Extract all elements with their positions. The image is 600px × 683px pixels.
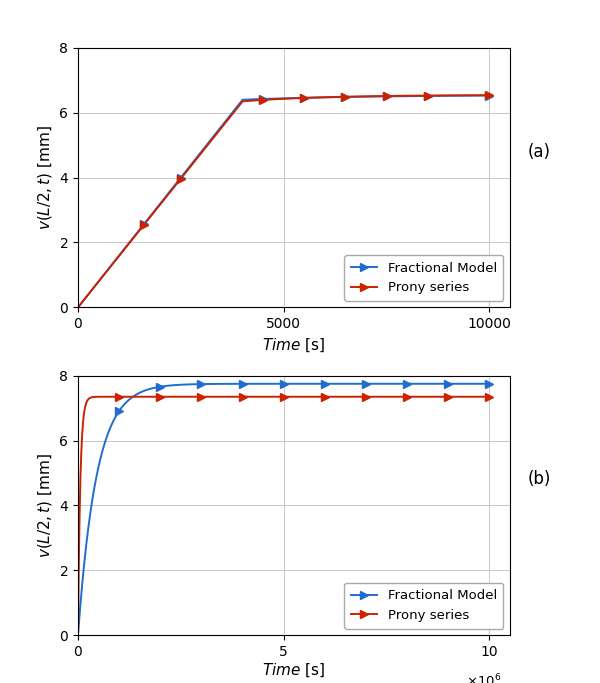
Text: (b): (b): [527, 471, 551, 488]
Y-axis label: $v(L/2,t)$ [mm]: $v(L/2,t)$ [mm]: [36, 453, 54, 558]
Legend: Fractional Model, Prony series: Fractional Model, Prony series: [344, 583, 503, 628]
Y-axis label: $v(L/2,t)$ [mm]: $v(L/2,t)$ [mm]: [36, 125, 54, 230]
X-axis label: $\mathit{Time}$ [s]: $\mathit{Time}$ [s]: [262, 337, 326, 354]
Text: $\times 10^6$: $\times 10^6$: [466, 673, 502, 683]
Text: (a): (a): [527, 143, 550, 161]
Legend: Fractional Model, Prony series: Fractional Model, Prony series: [344, 255, 503, 301]
X-axis label: $\mathit{Time}$ [s]: $\mathit{Time}$ [s]: [262, 662, 326, 679]
